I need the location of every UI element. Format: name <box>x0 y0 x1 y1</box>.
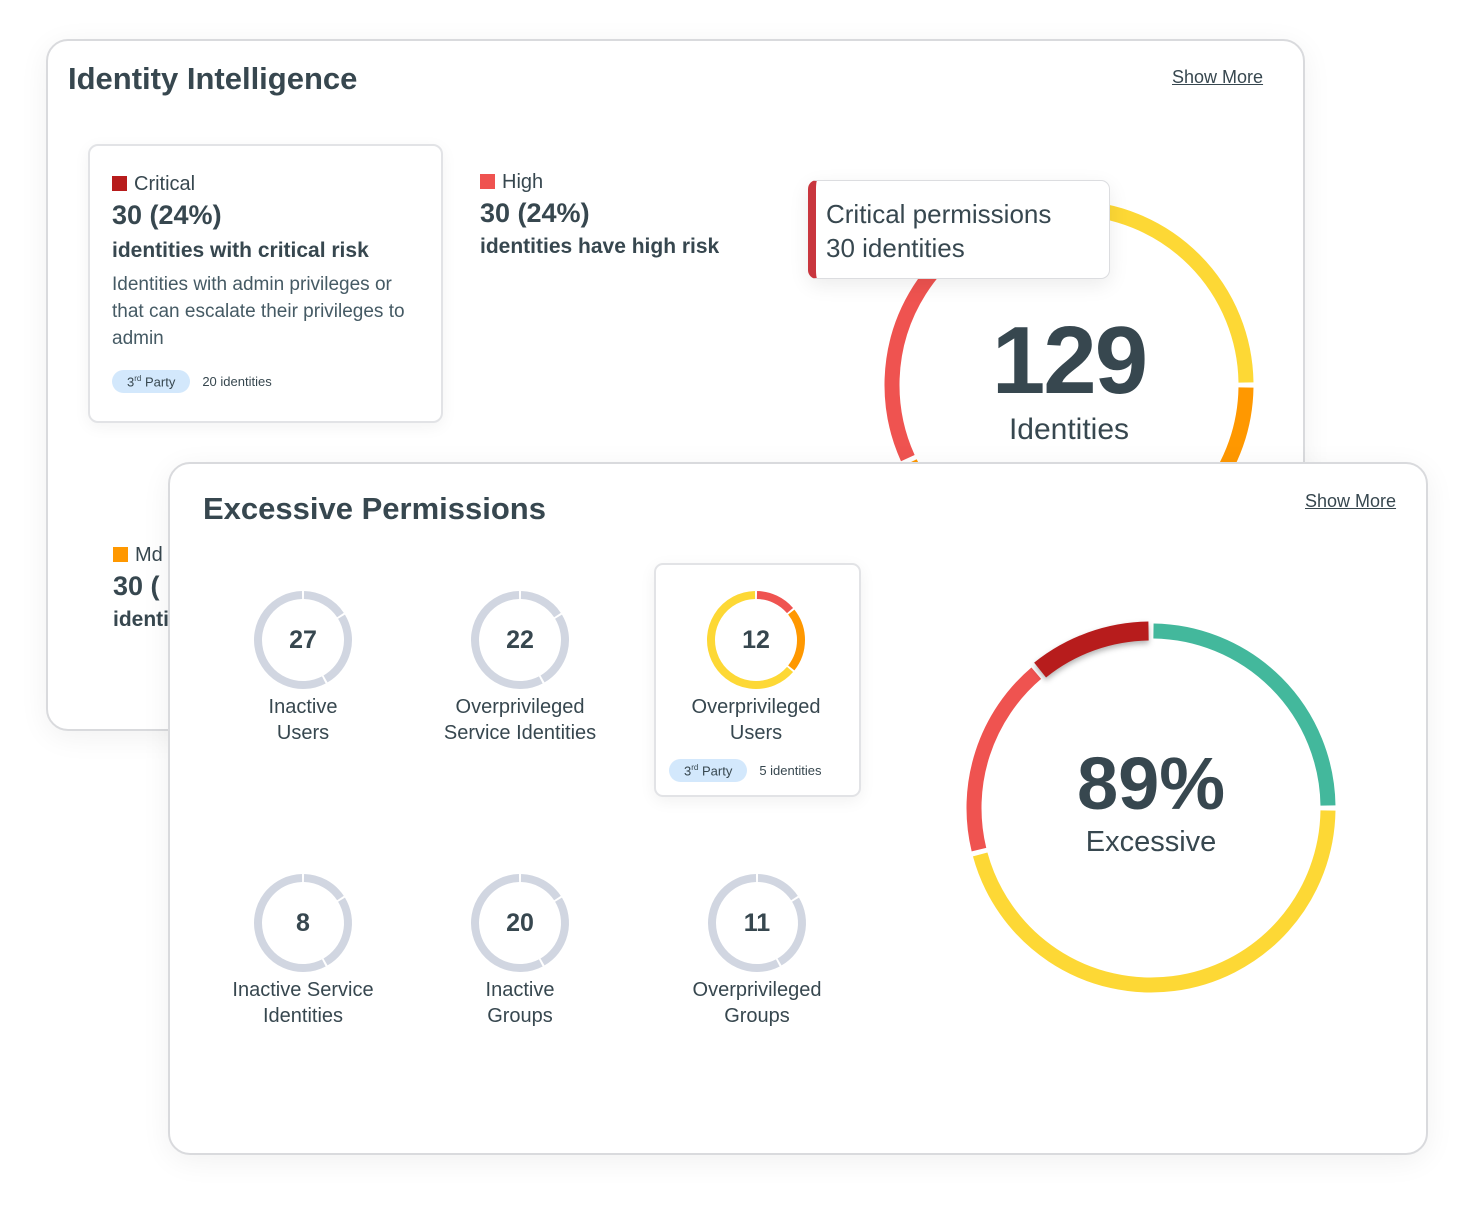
excessive-gauge[interactable] <box>966 621 1336 993</box>
risk-subtitle: identities with critical risk <box>112 239 369 262</box>
segment-arc[interactable] <box>323 614 352 683</box>
segment-arc[interactable] <box>303 874 344 901</box>
risk-subtitle: identi <box>113 608 169 631</box>
ring-icon <box>254 591 352 689</box>
ring-icon <box>471 591 569 689</box>
item-label: Overprivileged Service Identities <box>443 696 597 744</box>
risk-level: High <box>502 171 544 193</box>
item-label: Inactive Service Identities <box>232 979 374 1027</box>
high-risk-summary[interactable]: High 30 (24%) identities have high risk <box>480 171 719 259</box>
risk-subtitle: identities have high risk <box>480 235 720 258</box>
segment-arc[interactable] <box>520 591 561 618</box>
segment-arc[interactable] <box>303 591 344 618</box>
segment-arc[interactable] <box>788 609 805 671</box>
gauge-label: Identities <box>1008 413 1130 446</box>
medium-square-icon <box>113 547 128 562</box>
medium-arc[interactable] <box>972 810 1336 993</box>
item-count: 12 <box>742 626 770 654</box>
segment-arc[interactable] <box>756 591 794 614</box>
ring-icon <box>708 874 806 972</box>
high-square-icon <box>480 174 495 189</box>
gauge-value: 89% <box>1076 742 1226 825</box>
risk-level: Critical <box>134 173 196 195</box>
segment-arc[interactable] <box>707 591 794 689</box>
item-count: 11 <box>743 909 771 937</box>
segment-arc[interactable] <box>540 614 569 683</box>
segment-arc[interactable] <box>471 874 543 972</box>
ring-icon <box>471 874 569 972</box>
segment-arc[interactable] <box>520 874 561 901</box>
ring-icon <box>254 874 352 972</box>
segment-arc[interactable] <box>708 874 780 972</box>
segment-arc[interactable] <box>777 897 806 966</box>
critical-square-icon <box>112 176 127 191</box>
card-title: Identity Intelligence <box>68 61 358 96</box>
risk-count: 30 (24%) <box>480 198 590 228</box>
risk-description: Identities with admin privileges or that… <box>112 274 405 349</box>
item-label: Overprivileged Users <box>691 696 821 744</box>
ok-arc[interactable] <box>1153 623 1336 806</box>
gauge-tooltip: Critical permissions 30 identities <box>808 180 1110 279</box>
selected-item-highlight <box>654 563 861 797</box>
card-title: Excessive Permissions <box>203 491 546 526</box>
item-label: Inactive Users <box>268 696 338 744</box>
excessive-permissions-card: Excessive Permissions Show More 27 Inacti… <box>168 462 1428 1155</box>
third-party-badge[interactable]: 3rd Party <box>112 370 191 394</box>
item-label: Inactive Groups <box>485 979 555 1027</box>
risk-level: Md <box>135 544 163 566</box>
segment-arc[interactable] <box>757 874 798 901</box>
critical-risk-card[interactable]: Critical 30 (24%) identities with critic… <box>88 144 443 423</box>
segment-arc[interactable] <box>540 897 569 966</box>
badge-count: 5 identities <box>759 763 822 779</box>
third-party-badge[interactable]: 3rd Party <box>669 759 748 783</box>
item-count: 8 <box>296 909 310 937</box>
risk-count: 30 (24%) <box>112 200 222 230</box>
segment-arc[interactable] <box>254 591 326 689</box>
item-label: Overprivileged Groups <box>692 979 822 1027</box>
medium-risk-summary[interactable]: Md 30 ( identi <box>113 544 169 632</box>
risk-count: 30 ( <box>113 571 160 601</box>
item-count: 27 <box>289 626 317 654</box>
item-count: 22 <box>506 626 534 654</box>
item-count: 20 <box>506 909 534 937</box>
gauge-label: Excessive <box>1085 826 1217 858</box>
segment-arc[interactable] <box>254 874 326 972</box>
show-more-link[interactable]: Show More <box>1305 491 1397 511</box>
badge-count: 20 identities <box>202 374 272 390</box>
segment-arc[interactable] <box>471 591 543 689</box>
show-more-link[interactable]: Show More <box>1172 67 1264 87</box>
segment-arc[interactable] <box>323 897 352 966</box>
ring-icon <box>707 591 805 689</box>
critical-arc[interactable] <box>1034 621 1149 678</box>
tooltip-title: Critical permissions <box>826 199 1052 229</box>
high-arc[interactable] <box>966 667 1042 852</box>
tooltip-value: 30 identities <box>826 233 965 263</box>
gauge-total: 129 <box>991 307 1148 414</box>
